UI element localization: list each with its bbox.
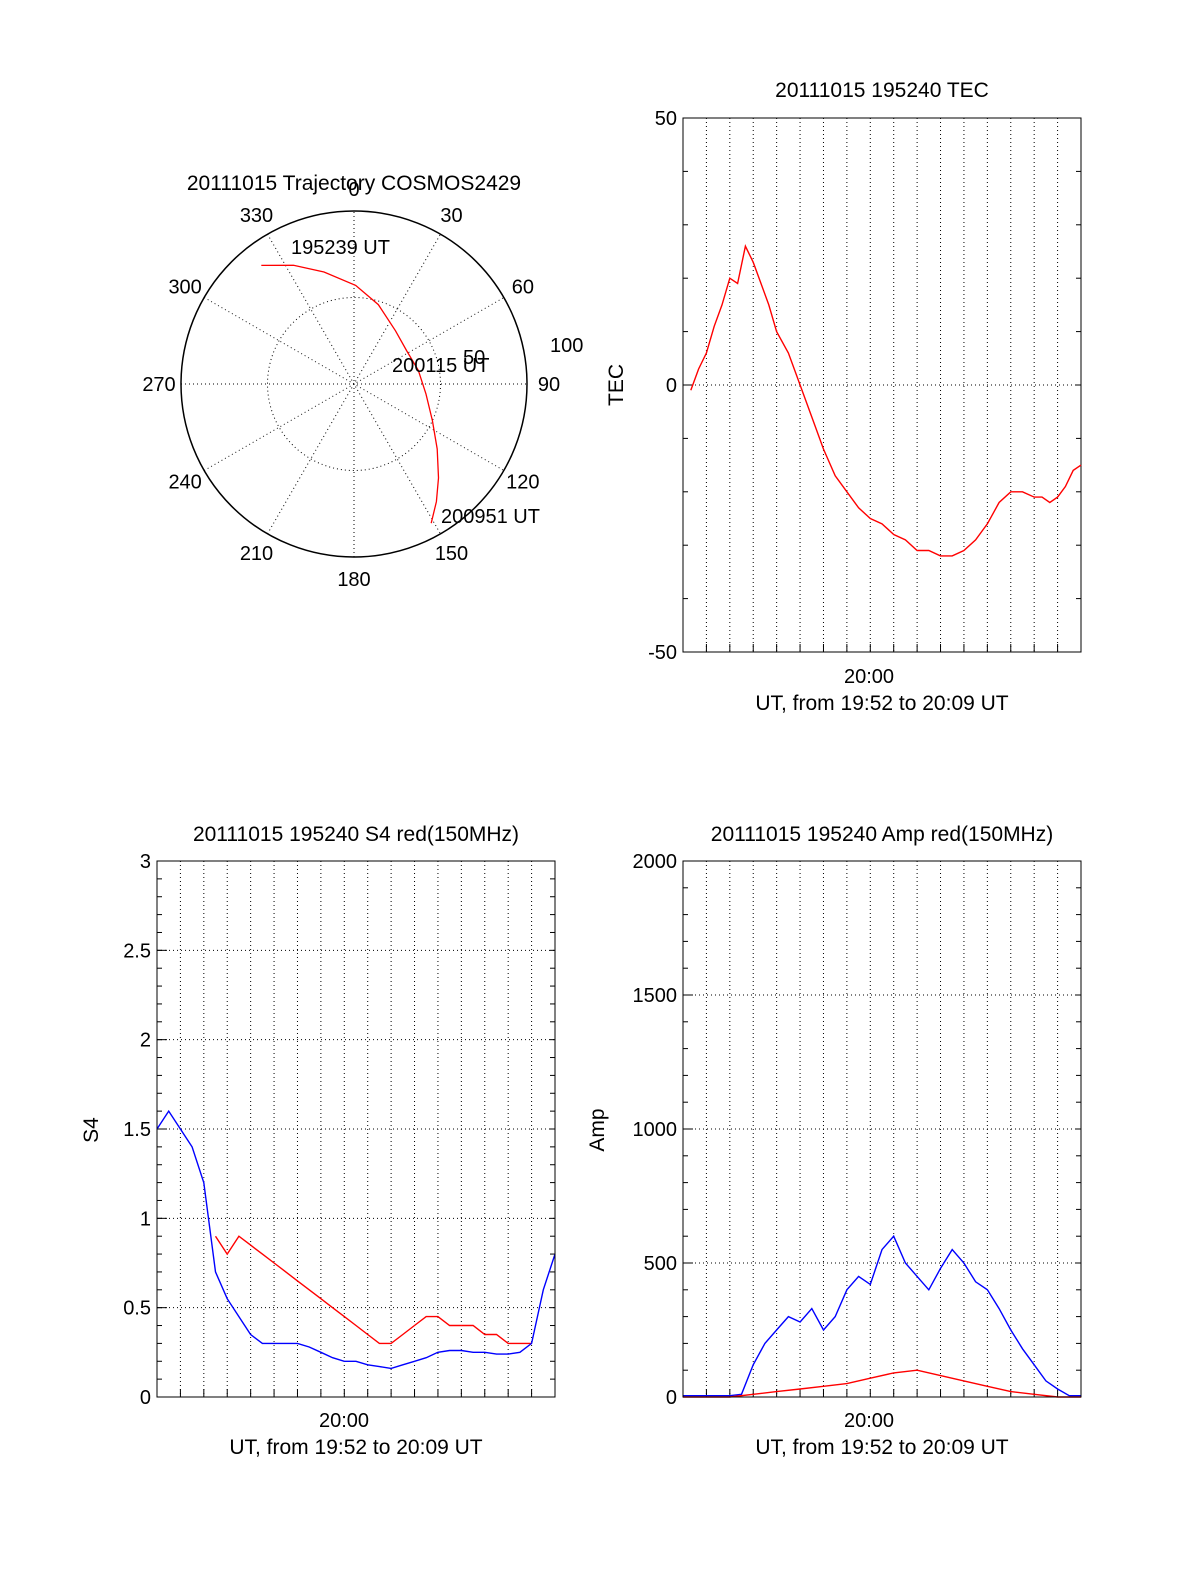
amp-ytick-label: 0 bbox=[666, 1387, 677, 1409]
amp-panel: 20111015 195240 Amp red(150MHz) 2000 1500… bbox=[586, 823, 1082, 1459]
tec-xtick-label: 20:00 bbox=[844, 666, 894, 688]
polar-angle-label: 300 bbox=[168, 277, 201, 299]
polar-angle-label: 270 bbox=[142, 374, 175, 396]
amp-yticks: 2000 1500 1000 500 0 bbox=[633, 851, 678, 1409]
s4-ytick-label: 0 bbox=[140, 1387, 151, 1409]
trajectory-title: 20111015 Trajectory COSMOS2429 bbox=[187, 172, 521, 195]
s4-series-line-1 bbox=[156, 1109, 556, 1370]
tec-grid bbox=[683, 117, 1081, 653]
polar-spoke bbox=[267, 233, 441, 535]
amp-series bbox=[683, 1234, 1081, 1398]
polar-angle-label: 60 bbox=[512, 277, 534, 299]
amp-ytick-label: 1500 bbox=[633, 985, 678, 1007]
tec-ytick-label: 0 bbox=[666, 375, 677, 397]
s4-panel: 20111015 195240 S4 red(150MHz) 3 2.5 2 1.5 1… bbox=[80, 823, 556, 1459]
polar-radial-label-50: 50 bbox=[463, 347, 485, 369]
s4-series bbox=[156, 1109, 556, 1370]
amp-ylabel: Amp bbox=[586, 1108, 609, 1151]
s4-yticks: 3 2.5 2 1.5 1 0.5 0 bbox=[123, 851, 151, 1409]
amp-series-line-0 bbox=[683, 1234, 1081, 1397]
s4-series-line-0 bbox=[214, 1235, 532, 1345]
amp-grid bbox=[683, 860, 1081, 1398]
polar-angle-label: 240 bbox=[168, 472, 201, 494]
tec-series-line-0 bbox=[690, 244, 1082, 557]
s4-ytick-label: 3 bbox=[140, 851, 151, 873]
s4-xtick-label: 20:00 bbox=[319, 1410, 369, 1432]
polar-angle-label: 210 bbox=[240, 543, 273, 565]
amp-title: 20111015 195240 Amp red(150MHz) bbox=[711, 823, 1053, 846]
amp-xlabel: UT, from 19:52 to 20:09 UT bbox=[755, 1436, 1008, 1459]
s4-ytick-label: 2 bbox=[140, 1030, 151, 1052]
tec-panel: 20111015 195240 TEC 50 0 -50 20:00 UT, fro… bbox=[605, 79, 1082, 715]
polar-grid bbox=[181, 211, 527, 557]
s4-title: 20111015 195240 S4 red(150MHz) bbox=[193, 823, 519, 846]
polar-angle-label: 30 bbox=[440, 205, 462, 227]
amp-ytick-label: 500 bbox=[644, 1253, 677, 1275]
tec-yticks: 50 0 -50 bbox=[648, 108, 677, 664]
polar-angle-label: 150 bbox=[435, 543, 468, 565]
trajectory-mid-label: 200115 UT bbox=[392, 355, 489, 377]
polar-radial-label-100: 100 bbox=[550, 335, 583, 357]
trajectory-start-label: 195239 UT bbox=[291, 237, 390, 259]
tec-ylabel: TEC bbox=[605, 364, 628, 406]
amp-frame bbox=[682, 860, 1082, 1398]
polar-angle-label: 180 bbox=[337, 569, 370, 591]
s4-ytick-label: 1 bbox=[140, 1208, 151, 1230]
s4-ytick-label: 0.5 bbox=[123, 1298, 151, 1320]
trajectory-panel: 20111015 Trajectory COSMOS2429 0 30 60 90 12… bbox=[142, 172, 583, 591]
trajectory-end-label: 200951 UT bbox=[441, 506, 540, 528]
amp-xtick-label: 20:00 bbox=[844, 1410, 894, 1432]
s4-ytick-label: 1.5 bbox=[123, 1119, 151, 1141]
tec-ytick-label: -50 bbox=[648, 642, 677, 664]
tec-xlabel: UT, from 19:52 to 20:09 UT bbox=[755, 692, 1008, 715]
amp-ytick-label: 2000 bbox=[633, 851, 678, 873]
trajectory-path bbox=[261, 264, 440, 524]
polar-angle-label: 90 bbox=[538, 374, 560, 396]
amp-series-line-1 bbox=[683, 1369, 1081, 1398]
s4-grid bbox=[157, 860, 555, 1398]
s4-ylabel: S4 bbox=[80, 1117, 103, 1143]
tec-frame bbox=[682, 117, 1082, 653]
tec-title: 20111015 195240 TEC bbox=[775, 79, 989, 102]
polar-angle-label: 0 bbox=[348, 179, 359, 201]
tec-series bbox=[690, 244, 1082, 557]
polar-angle-labels: 0 30 60 90 120 150 180 210 240 270 300 330 bbox=[142, 179, 560, 591]
s4-xlabel: UT, from 19:52 to 20:09 UT bbox=[229, 1436, 482, 1459]
tec-ytick-label: 50 bbox=[655, 108, 677, 130]
s4-ytick-label: 2.5 bbox=[123, 940, 151, 962]
polar-angle-label: 330 bbox=[240, 205, 273, 227]
polar-angle-label: 120 bbox=[506, 472, 539, 494]
polar-outer-circle bbox=[180, 210, 528, 558]
polar-ring-50 bbox=[267, 297, 441, 471]
amp-ytick-label: 1000 bbox=[633, 1119, 678, 1141]
s4-frame bbox=[156, 860, 556, 1398]
